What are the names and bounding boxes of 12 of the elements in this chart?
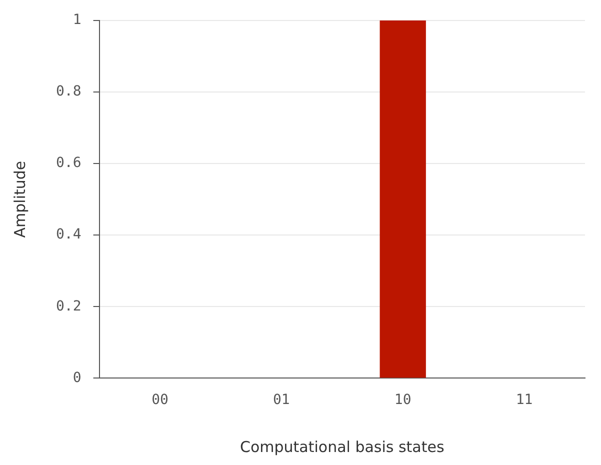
y-tick-label: 0.2: [56, 298, 82, 314]
x-tick-label: 11: [516, 392, 533, 408]
y-tick-label: 1: [72, 12, 82, 28]
x-axis-title: Computational basis states: [240, 438, 444, 456]
y-tick-label: 0.6: [56, 155, 82, 172]
y-axis-title: Amplitude: [10, 160, 29, 238]
x-tick-label: 00: [152, 392, 168, 408]
x-tick-label: 01: [273, 392, 290, 408]
y-tick-label: 0.4: [56, 226, 82, 243]
y-tick-label: 0: [72, 370, 82, 386]
y-tick-label: 0.8: [56, 84, 82, 100]
x-tick-label: 10: [394, 392, 412, 408]
